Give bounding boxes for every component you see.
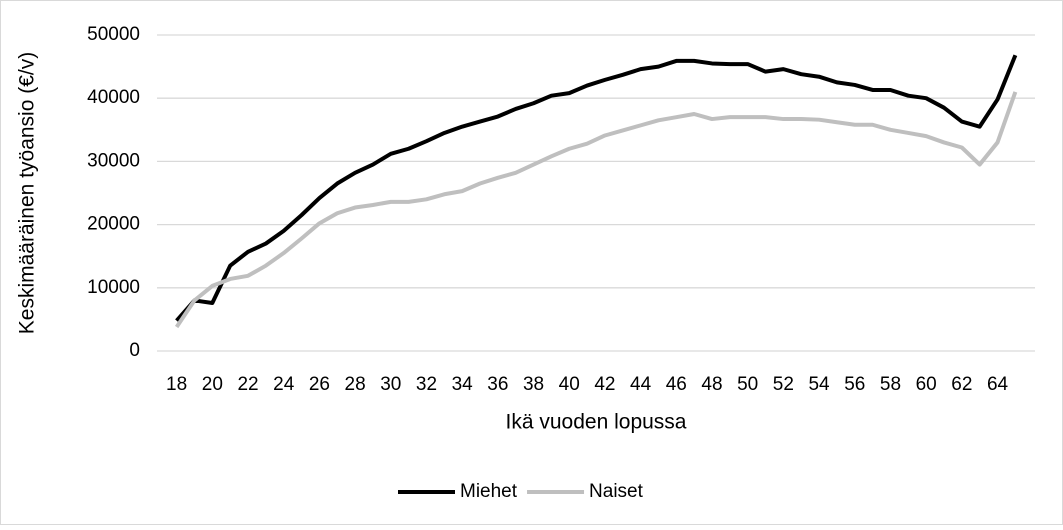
y-tick-label: 20000 (87, 214, 140, 235)
x-tick-label: 18 (166, 374, 187, 395)
x-tick-label: 36 (487, 374, 508, 395)
x-tick-label: 32 (416, 374, 437, 395)
series-line (175, 54, 1018, 322)
x-tick-label: 50 (737, 374, 758, 395)
legend-label: Naiset (589, 481, 644, 502)
x-tick-label: 52 (773, 374, 794, 395)
x-tick-label: 54 (808, 374, 830, 395)
x-tick-label: 26 (309, 374, 330, 395)
x-tick-label: 62 (951, 374, 972, 395)
x-tick-label: 56 (844, 374, 865, 395)
x-tick-label: 22 (237, 374, 258, 395)
y-tick-label: 50000 (87, 24, 140, 45)
x-tick-label: 64 (987, 374, 1009, 395)
y-tick-label: 10000 (87, 277, 140, 298)
y-tick-label: 30000 (87, 150, 140, 171)
x-tick-label: 46 (666, 374, 687, 395)
x-tick-label: 42 (594, 374, 615, 395)
x-tick-label: 28 (345, 374, 366, 395)
y-tick-label: 0 (129, 340, 140, 361)
x-tick-label: 38 (523, 374, 544, 395)
x-tick-label: 24 (273, 374, 295, 395)
x-axis-title: Ikä vuoden lopussa (506, 411, 687, 434)
x-tick-label: 40 (559, 374, 580, 395)
legend-label: Miehet (460, 481, 518, 502)
y-tick-label: 40000 (87, 87, 140, 108)
x-tick-label: 48 (701, 374, 722, 395)
x-tick-label: 44 (630, 374, 652, 395)
series-line (174, 91, 1018, 329)
x-tick-label: 30 (380, 374, 401, 395)
y-axis-title: Keskimääräinen työansio (€/v) (16, 52, 39, 334)
x-tick-label: 60 (916, 374, 937, 395)
x-tick-label: 20 (202, 374, 223, 395)
x-tick-label: 34 (452, 374, 474, 395)
x-tick-label: 58 (880, 374, 901, 395)
